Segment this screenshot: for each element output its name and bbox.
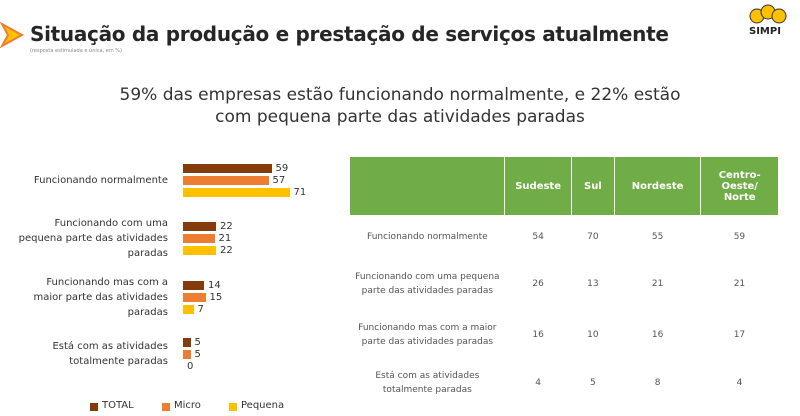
title: Situação da produção e prestação de serv… xyxy=(30,22,669,46)
cell: 16 xyxy=(651,330,664,340)
category-label: Funcionando normalmente xyxy=(33,174,168,186)
legend-label: Micro xyxy=(174,400,201,411)
bar xyxy=(183,234,215,243)
value-label: 57 xyxy=(272,175,286,186)
value-label: 15 xyxy=(209,292,223,303)
column-header: Centro-Oeste/ Norte xyxy=(700,157,778,215)
cell: 4 xyxy=(535,378,541,388)
cell: 70 xyxy=(587,232,599,242)
row-label: Funcionando normalmente xyxy=(367,232,488,242)
table: Sudeste Sul Nordeste Centro-Oeste/ Norte Fun… xyxy=(350,157,778,405)
cell: 21 xyxy=(651,279,664,289)
column-header: Sudeste xyxy=(504,157,572,215)
cell: 13 xyxy=(587,279,599,289)
bar xyxy=(183,293,206,302)
value-label: 22 xyxy=(220,245,233,256)
bar xyxy=(183,222,216,231)
value-label: 22 xyxy=(220,221,233,232)
note: (resposta estimulada e única, em %) xyxy=(30,48,123,54)
legend-label: Pequena xyxy=(241,400,285,411)
value-label: 14 xyxy=(208,280,221,291)
arrow-icon xyxy=(0,22,25,48)
bar xyxy=(183,305,194,314)
cell: 16 xyxy=(532,330,544,340)
header-cell xyxy=(350,157,505,215)
bar xyxy=(183,164,272,173)
legend-label: TOTAL xyxy=(102,400,134,411)
value-label: 59 xyxy=(275,163,289,174)
value-label: 5 xyxy=(194,349,201,360)
table-row: Funcionando normalmente 54 70 55 59 xyxy=(350,215,778,259)
cell: 8 xyxy=(654,378,661,388)
category-label: Está com as atividades totalmente parada… xyxy=(52,341,168,367)
bar xyxy=(183,188,290,197)
legend-swatch xyxy=(229,403,237,411)
bar xyxy=(183,350,191,359)
cell: 17 xyxy=(733,330,746,340)
legend-swatch xyxy=(90,403,98,411)
bar xyxy=(183,281,204,290)
cell: 4 xyxy=(736,378,743,388)
row-label: Funcionando mas com a maior parte das at… xyxy=(358,323,497,347)
column-header: Nordeste xyxy=(613,157,701,215)
header-row: Sudeste Sul Nordeste Centro-Oeste/ Norte xyxy=(350,157,778,215)
cell: 54 xyxy=(532,232,544,242)
table-row: Está com as atividades totalmente parada… xyxy=(350,361,778,405)
row-label: Está com as atividades totalmente parada… xyxy=(375,371,480,395)
logo-icon xyxy=(749,4,787,24)
cell: 26 xyxy=(532,279,544,289)
table-row: Funcionando mas com a maior parte das at… xyxy=(350,309,778,361)
legend-swatch xyxy=(162,403,170,411)
value-label: 71 xyxy=(293,187,307,198)
cell: 59 xyxy=(733,232,746,242)
bar xyxy=(183,176,269,185)
column-header: Sul xyxy=(571,157,615,215)
logo: SIMPI xyxy=(749,26,781,37)
table-row: Funcionando com uma pequena parte das at… xyxy=(350,259,778,309)
value-label: 21 xyxy=(218,233,232,244)
category-label: Funcionando mas com a maior parte das at… xyxy=(33,276,168,318)
cell: 55 xyxy=(651,232,664,242)
value-label: 7 xyxy=(197,304,204,315)
value-label: 5 xyxy=(194,337,201,348)
cell: 5 xyxy=(590,378,596,388)
bar xyxy=(183,246,216,255)
headline: 59% das empresas estão funcionando norma… xyxy=(119,85,681,127)
cell: 21 xyxy=(733,279,746,289)
cell: 10 xyxy=(587,330,599,340)
row-label: Funcionando com uma pequena parte das at… xyxy=(355,272,500,296)
bar xyxy=(183,338,191,347)
category-label: Funcionando com uma pequena parte das at… xyxy=(18,217,168,259)
value-label: 0 xyxy=(187,361,194,372)
